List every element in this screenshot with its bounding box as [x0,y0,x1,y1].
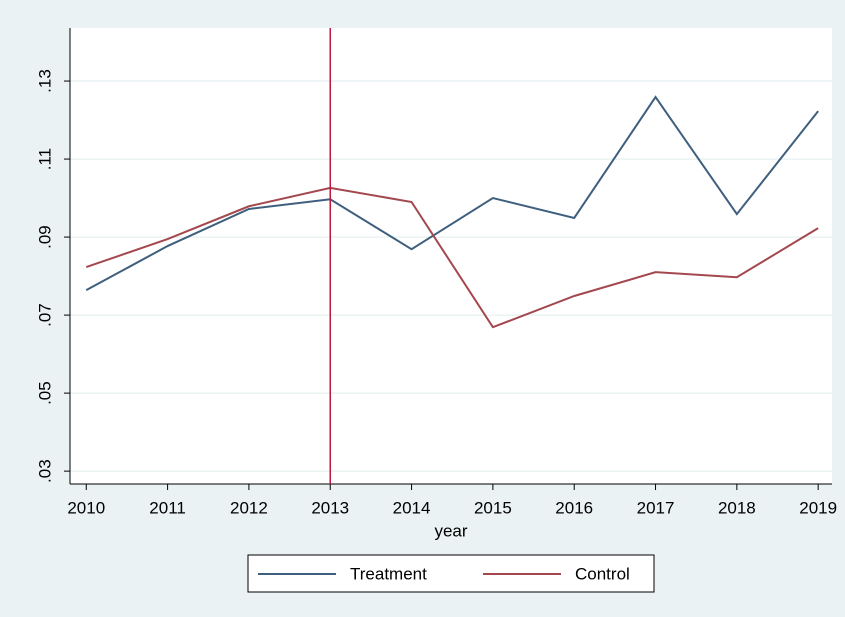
y-tick-label: .05 [35,381,54,405]
series-line [85,186,819,329]
x-tick-label: 2014 [393,498,431,517]
series-line [85,95,819,292]
x-tick-label: 2016 [555,498,593,517]
legend-label: Control [575,564,630,583]
y-tick-label: .11 [35,148,54,170]
x-tick-label: 2010 [67,498,105,517]
x-tick-label: 2019 [799,498,837,517]
x-axis-label: year [434,521,467,540]
legend-label: Treatment [350,564,427,583]
y-tick-label: .07 [35,303,54,327]
x-tick-label: 2013 [311,498,349,517]
plot-area [70,28,832,484]
y-tick-label: .13 [35,69,54,93]
x-tick-label: 2011 [149,498,186,517]
x-tick-label: 2015 [474,498,512,517]
x-tick-label: 2012 [230,498,268,517]
y-tick-label: .03 [35,459,54,483]
x-tick-label: 2017 [637,498,675,517]
x-tick-label: 2018 [718,498,756,517]
y-tick-label: .09 [35,225,54,249]
